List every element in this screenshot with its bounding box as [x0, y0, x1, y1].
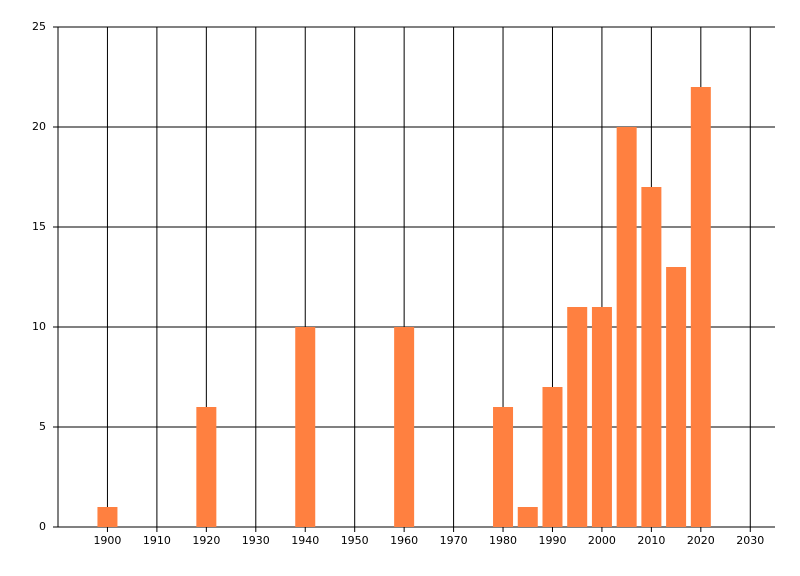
bar: [295, 327, 316, 527]
x-tick-label: 2000: [588, 534, 616, 547]
bar: [666, 267, 687, 527]
x-tick-label: 2020: [687, 534, 715, 547]
y-tick-label: 10: [32, 320, 46, 333]
y-tick-label: 25: [32, 20, 46, 33]
bar: [591, 307, 612, 527]
bar: [641, 187, 662, 527]
x-tick-label: 1900: [93, 534, 121, 547]
bar: [196, 407, 217, 527]
x-tick-label: 1980: [489, 534, 517, 547]
x-tick-label: 1920: [192, 534, 220, 547]
bar: [567, 307, 588, 527]
x-tick-label: 1910: [143, 534, 171, 547]
bar: [542, 387, 563, 527]
bar: [616, 127, 637, 527]
bar: [394, 327, 415, 527]
y-tick-label: 15: [32, 220, 46, 233]
y-tick-label: 5: [39, 420, 46, 433]
x-tick-label: 1930: [242, 534, 270, 547]
x-tick-label: 1990: [538, 534, 566, 547]
x-tick-label: 1950: [341, 534, 369, 547]
bar: [690, 87, 711, 527]
y-tick-label: 0: [39, 520, 46, 533]
x-tick-label: 2030: [736, 534, 764, 547]
x-tick-label: 2010: [637, 534, 665, 547]
x-tick-label: 1940: [291, 534, 319, 547]
bar: [493, 407, 514, 527]
x-tick-label: 1960: [390, 534, 418, 547]
bar: [517, 507, 538, 527]
bar: [97, 507, 118, 527]
y-tick-label: 20: [32, 120, 46, 133]
x-tick-label: 1970: [440, 534, 468, 547]
